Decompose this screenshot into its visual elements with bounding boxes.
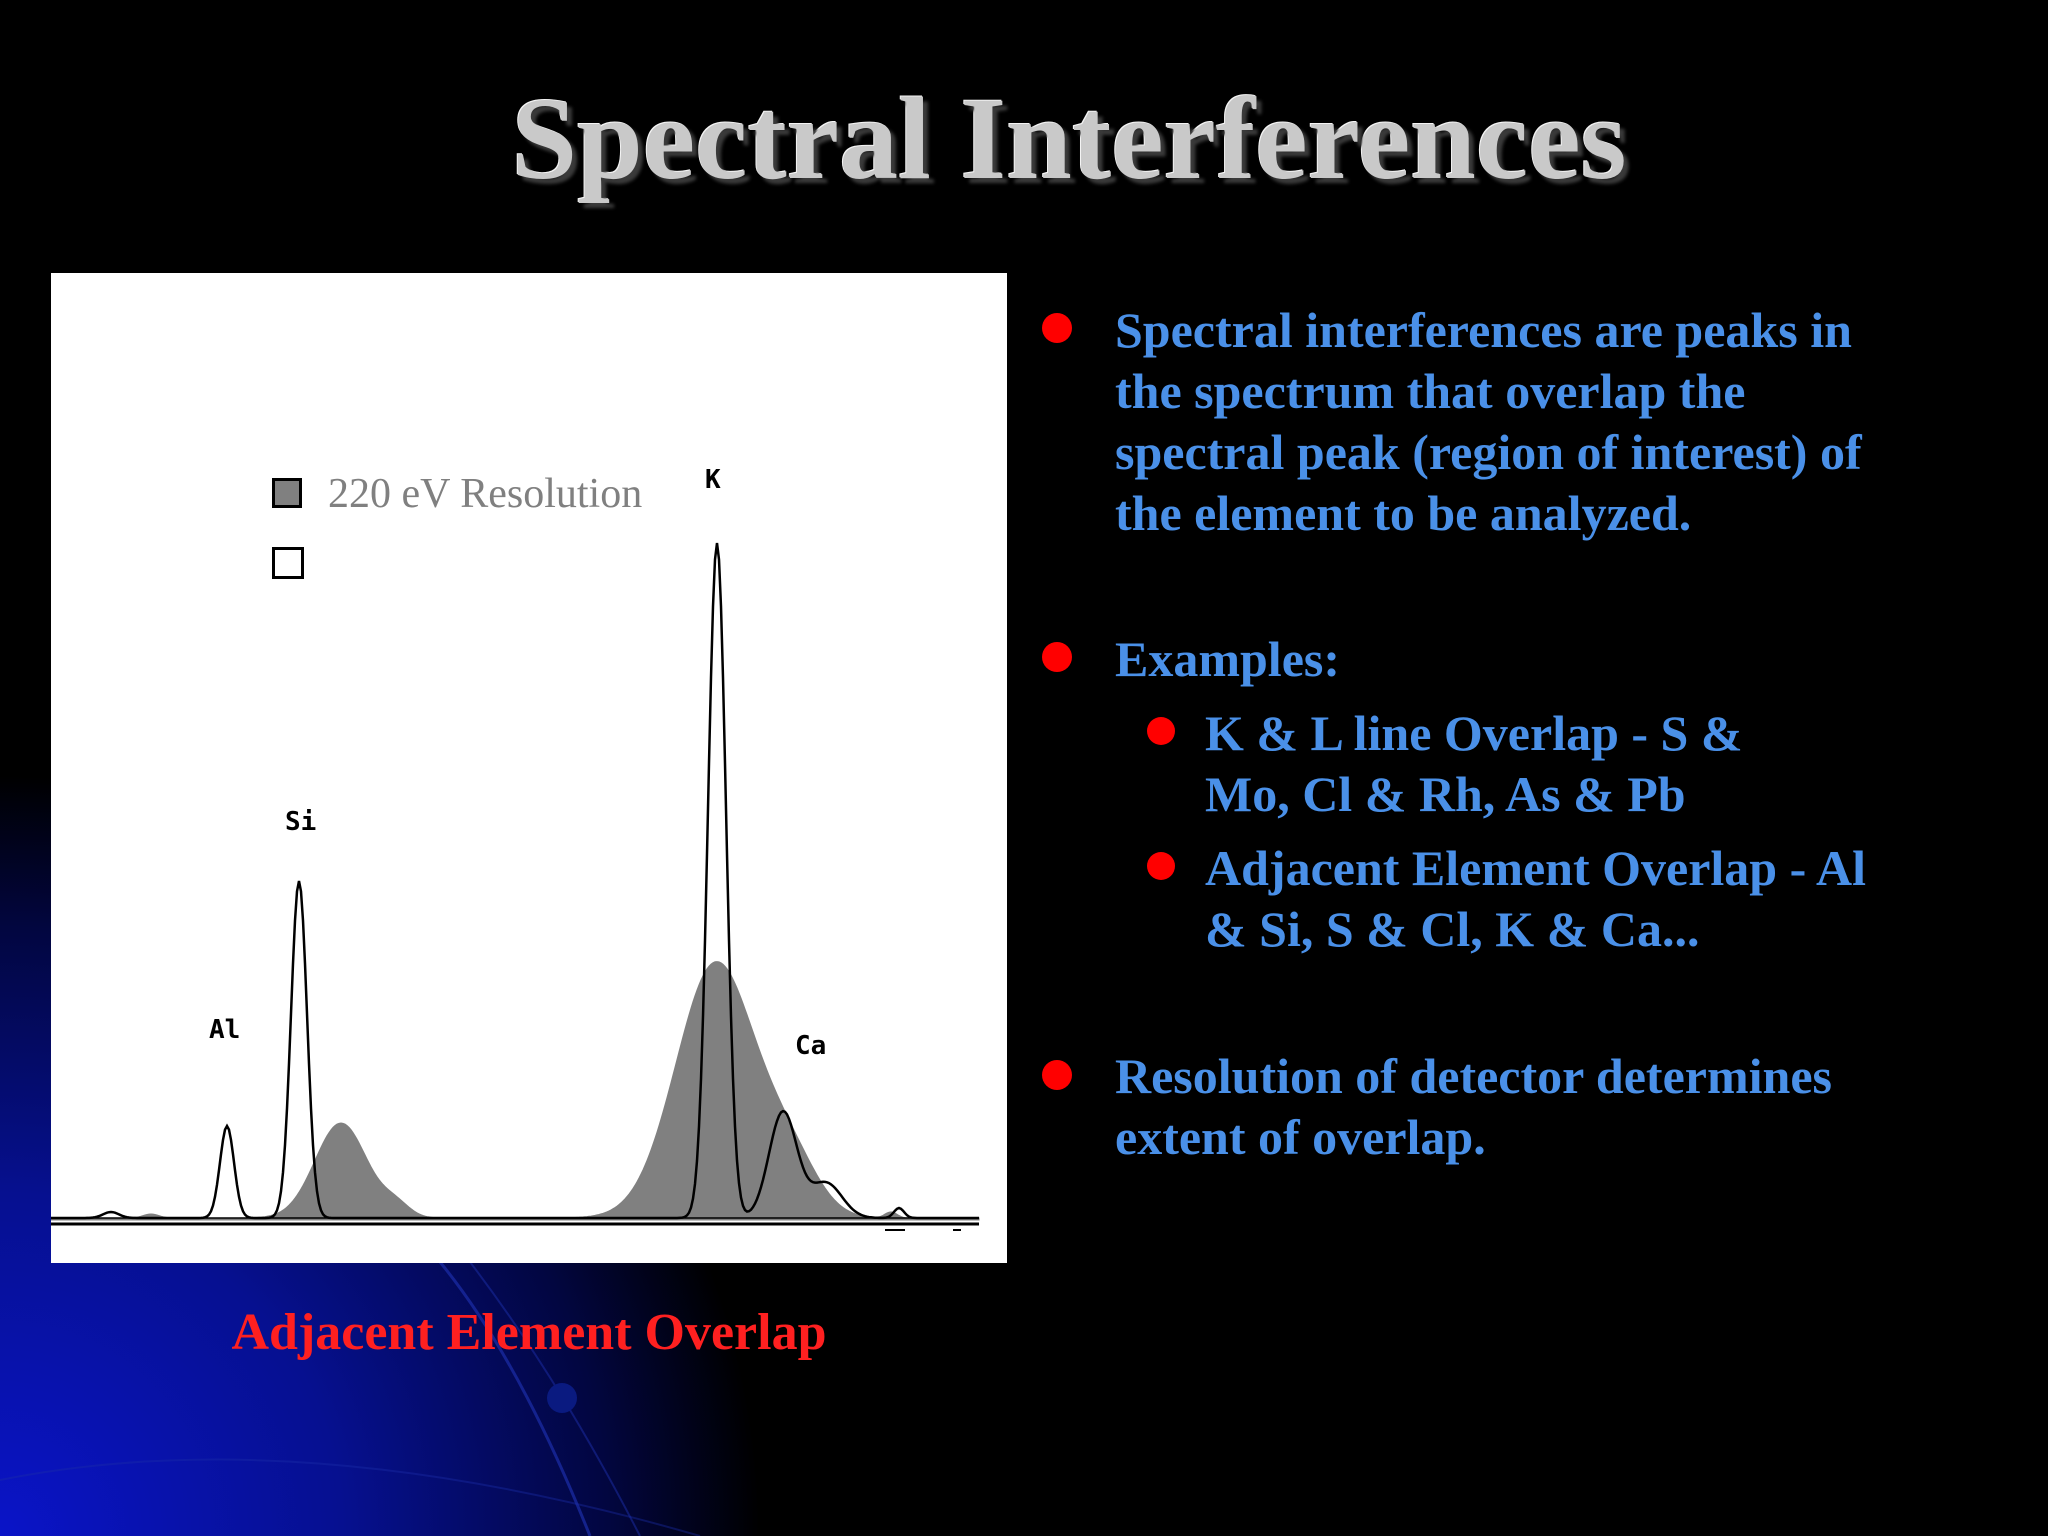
peak-label-si: Si: [285, 807, 317, 837]
bullet-dot: [1042, 1060, 1072, 1090]
sub-bullet-item-2: Adjacent Element Overlap - Al & Si, S & …: [1205, 838, 1866, 960]
slide-title: Spectral Interferences: [511, 73, 1627, 204]
spectrum-chart: [51, 542, 980, 1231]
peak-label-al: Al: [209, 1015, 241, 1045]
bullet-line: Adjacent Element Overlap - Al: [1205, 840, 1867, 896]
bullet-item-1: Spectral interferences are peaks in the …: [1115, 300, 1862, 544]
bullet-dot: [1042, 313, 1072, 343]
bullet-line: & Si, S & Cl, K & Ca...: [1205, 901, 1700, 957]
sub-bullet-dot: [1147, 717, 1175, 745]
bullet-item-3: Resolution of detector determines extent…: [1115, 1046, 1832, 1168]
filled-spectrum-area: [51, 961, 980, 1221]
spectrum-figure: 220 eV Resolution Al Si K Ca: [51, 273, 1007, 1263]
bullet-line: K & L line Overlap - S &: [1205, 705, 1743, 761]
outline-spectrum-line: [51, 542, 979, 1220]
bullet-dot: [1042, 642, 1072, 672]
peak-label-ca: Ca: [795, 1031, 827, 1061]
bullet-line: Spectral interferences are peaks in: [1115, 302, 1852, 358]
sub-bullet-dot: [1147, 852, 1175, 880]
figure-caption: Adjacent Element Overlap: [231, 1304, 827, 1361]
bullet-line: Mo, Cl & Rh, As & Pb: [1205, 766, 1686, 822]
bullet-line: extent of overlap.: [1115, 1109, 1486, 1165]
bullet-line: Resolution of detector determines: [1115, 1048, 1832, 1104]
legend-swatch-outline: [272, 547, 304, 579]
legend-swatch-filled: [272, 478, 302, 508]
bullet-line: spectral peak (region of interest) of: [1115, 424, 1862, 480]
bullet-line: Examples:: [1115, 631, 1340, 687]
bullet-line: the element to be analyzed.: [1115, 485, 1692, 541]
decorative-orb: [547, 1383, 577, 1413]
bullet-item-2: Examples:: [1115, 629, 1340, 690]
sub-bullet-item-1: K & L line Overlap - S & Mo, Cl & Rh, As…: [1205, 703, 1743, 825]
legend-label: 220 eV Resolution: [328, 471, 643, 517]
bullet-line: the spectrum that overlap the: [1115, 363, 1746, 419]
peak-label-k: K: [705, 465, 721, 495]
